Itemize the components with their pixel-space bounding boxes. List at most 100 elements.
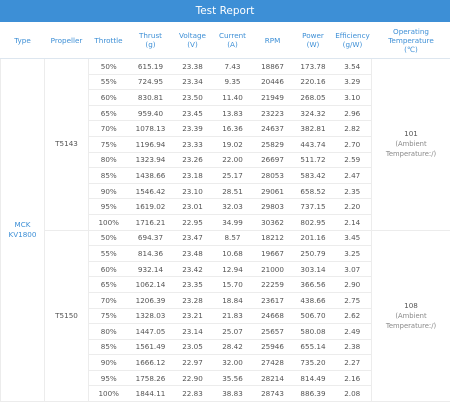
value-cell: 15.70	[212, 276, 253, 293]
data-row: 80% 1323.94 23.26 22.00 26697 511.72 2.59	[1, 152, 450, 169]
value-cell: 95%	[88, 198, 129, 215]
value-cell: 23.01	[172, 198, 213, 215]
value-cell: 814.36	[128, 245, 173, 262]
value-cell: 3.07	[333, 261, 372, 278]
value-cell: 24668	[252, 308, 293, 325]
value-cell: 12.94	[212, 261, 253, 278]
value-cell: 583.42	[292, 167, 334, 184]
value-cell: 65%	[88, 105, 129, 122]
value-cell: 23.47	[172, 230, 213, 247]
value-cell: 50%	[88, 230, 129, 247]
value-cell: 830.81	[128, 89, 173, 106]
value-cell: 506.70	[292, 308, 334, 325]
value-cell: 3.25	[333, 245, 372, 262]
header-line: Current	[219, 31, 246, 40]
data-row: 65% 959.40 23.45 13.83 23223 324.32 2.96	[1, 105, 450, 122]
value-cell: 3.54	[333, 58, 372, 75]
table-body: MCK KV1800 T5143 50% 615.19 23.38 7.43 18867 17…	[0, 58, 450, 402]
value-cell: 735.20	[292, 354, 334, 371]
value-cell: 25829	[252, 136, 293, 153]
value-cell: 443.74	[292, 136, 334, 153]
value-cell: 1062.14	[128, 276, 173, 293]
value-cell: 70%	[88, 120, 129, 137]
value-cell: 1716.21	[128, 214, 173, 231]
value-cell: 1323.94	[128, 152, 173, 169]
header-line: (W)	[306, 40, 320, 49]
value-cell: 30362	[252, 214, 293, 231]
value-cell: 886.39	[292, 385, 334, 402]
value-cell: 737.15	[292, 198, 334, 215]
value-cell: 16.36	[212, 120, 253, 137]
value-cell: 25946	[252, 339, 293, 356]
propeller-cell: T5143	[44, 58, 89, 231]
report-table: Type Propeller Throttle Thrust (g) Voltage (V)…	[0, 22, 450, 402]
value-cell: 22.95	[172, 214, 213, 231]
value-cell: 1078.13	[128, 120, 173, 137]
value-cell: 9.35	[212, 74, 253, 91]
value-cell: 3.29	[333, 74, 372, 91]
value-cell: 18867	[252, 58, 293, 75]
header-line: Temperature	[388, 35, 434, 45]
value-cell: 1196.94	[128, 136, 173, 153]
value-cell: 3.10	[333, 89, 372, 106]
value-cell: 27428	[252, 354, 293, 371]
value-cell: 324.32	[292, 105, 334, 122]
value-cell: 2.90	[333, 276, 372, 293]
value-cell: 173.78	[292, 58, 334, 75]
header-line: (℃)	[404, 44, 418, 54]
data-row: 65% 1062.14 23.35 15.70 22259 366.56 2.90	[1, 276, 450, 293]
temperature-note: (Ambient Temperature:/)	[385, 311, 437, 330]
data-row: 55% 724.95 23.34 9.35 20446 220.16 3.29	[1, 74, 450, 91]
value-cell: 25657	[252, 323, 293, 340]
value-cell: 2.82	[333, 120, 372, 137]
value-cell: 34.99	[212, 214, 253, 231]
value-cell: 21.83	[212, 308, 253, 325]
value-cell: 250.79	[292, 245, 334, 262]
value-cell: 23223	[252, 105, 293, 122]
header-line: (g)	[145, 40, 156, 49]
value-cell: 2.14	[333, 214, 372, 231]
value-cell: 220.16	[292, 74, 334, 91]
header-line: Operating	[393, 26, 429, 36]
value-cell: 18212	[252, 230, 293, 247]
value-cell: 80%	[88, 323, 129, 340]
data-row: 85% 1438.66 23.18 25.17 28053 583.42 2.47	[1, 167, 450, 184]
value-cell: 23.26	[172, 152, 213, 169]
value-cell: 95%	[88, 370, 129, 387]
header-line: Efficiency	[335, 31, 370, 40]
value-cell: 1561.49	[128, 339, 173, 356]
header-line: Throttle	[94, 35, 123, 45]
header-line: RPM	[264, 35, 281, 45]
value-cell: 2.35	[333, 183, 372, 200]
value-cell: 1844.11	[128, 385, 173, 402]
value-cell: 1666.12	[128, 354, 173, 371]
value-cell: 366.56	[292, 276, 334, 293]
data-row: 85% 1561.49 23.05 28.42 25946 655.14 2.38	[1, 339, 450, 356]
data-row: 60% 932.14 23.42 12.94 21000 303.14 3.07	[1, 261, 450, 278]
value-cell: 438.66	[292, 292, 334, 309]
value-cell: 19.02	[212, 136, 253, 153]
value-cell: 19667	[252, 245, 293, 262]
header-row: Type Propeller Throttle Thrust (g) Voltage (V)…	[0, 22, 450, 59]
value-cell: 22.83	[172, 385, 213, 402]
value-cell: 85%	[88, 167, 129, 184]
value-cell: 26697	[252, 152, 293, 169]
data-row: 100% 1716.21 22.95 34.99 30362 802.95 2.14	[1, 214, 450, 231]
value-cell: 23.33	[172, 136, 213, 153]
value-cell: 23.28	[172, 292, 213, 309]
value-cell: 802.95	[292, 214, 334, 231]
header-line: Power	[302, 31, 324, 40]
value-cell: 932.14	[128, 261, 173, 278]
value-cell: 2.20	[333, 198, 372, 215]
value-cell: 18.84	[212, 292, 253, 309]
value-cell: 2.96	[333, 105, 372, 122]
data-row: T5150 50% 694.37 23.47 8.57 18212 201.16 3.45 10…	[1, 230, 450, 402]
value-cell: 580.08	[292, 323, 334, 340]
temperature-cell: 101 (Ambient Temperature:/)	[371, 58, 450, 231]
value-cell: 60%	[88, 89, 129, 106]
column-header: Power (W)	[292, 22, 334, 59]
value-cell: 35.56	[212, 370, 253, 387]
data-row: 70% 1206.39 23.28 18.84 23617 438.66 2.75	[1, 292, 450, 309]
data-row: 55% 814.36 23.48 10.68 19667 250.79 3.25	[1, 245, 450, 262]
